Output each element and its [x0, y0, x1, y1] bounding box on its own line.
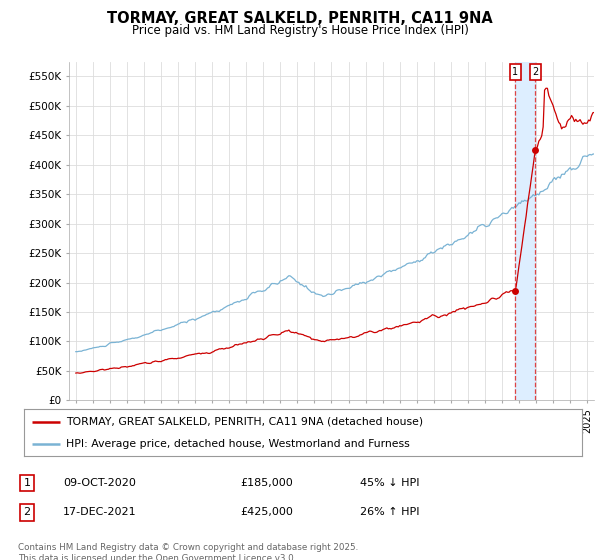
- Text: £185,000: £185,000: [240, 478, 293, 488]
- Text: 17-DEC-2021: 17-DEC-2021: [63, 507, 137, 517]
- Text: TORMAY, GREAT SALKELD, PENRITH, CA11 9NA: TORMAY, GREAT SALKELD, PENRITH, CA11 9NA: [107, 11, 493, 26]
- Text: TORMAY, GREAT SALKELD, PENRITH, CA11 9NA (detached house): TORMAY, GREAT SALKELD, PENRITH, CA11 9NA…: [66, 417, 423, 427]
- Text: HPI: Average price, detached house, Westmorland and Furness: HPI: Average price, detached house, West…: [66, 438, 410, 449]
- Text: 26% ↑ HPI: 26% ↑ HPI: [360, 507, 419, 517]
- Bar: [515, 62, 535, 400]
- Text: £425,000: £425,000: [240, 507, 293, 517]
- Text: Contains HM Land Registry data © Crown copyright and database right 2025.
This d: Contains HM Land Registry data © Crown c…: [18, 543, 358, 560]
- Text: 1: 1: [512, 67, 518, 77]
- Text: 1: 1: [23, 478, 31, 488]
- Text: 2: 2: [532, 67, 538, 77]
- Text: Price paid vs. HM Land Registry's House Price Index (HPI): Price paid vs. HM Land Registry's House …: [131, 24, 469, 36]
- Text: 45% ↓ HPI: 45% ↓ HPI: [360, 478, 419, 488]
- Text: 09-OCT-2020: 09-OCT-2020: [63, 478, 136, 488]
- Text: 2: 2: [23, 507, 31, 517]
